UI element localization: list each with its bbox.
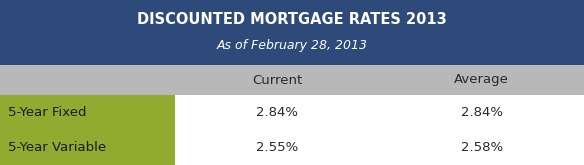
Bar [0, 130, 175, 165]
Bar [0, 0, 584, 65]
Text: 2.58%: 2.58% [461, 141, 503, 154]
Text: 5-Year Fixed: 5-Year Fixed [8, 106, 86, 119]
Text: 2.84%: 2.84% [256, 106, 298, 119]
Text: Current: Current [252, 73, 303, 86]
Text: DISCOUNTED MORTGAGE RATES 2013: DISCOUNTED MORTGAGE RATES 2013 [137, 13, 447, 28]
Text: 2.84%: 2.84% [461, 106, 503, 119]
Bar [0, 95, 175, 130]
Text: Average: Average [454, 73, 509, 86]
Bar [0, 65, 584, 95]
Text: 2.55%: 2.55% [256, 141, 298, 154]
Bar [175, 130, 584, 165]
Bar [175, 95, 584, 130]
Text: 5-Year Variable: 5-Year Variable [8, 141, 106, 154]
Text: As of February 28, 2013: As of February 28, 2013 [217, 38, 367, 51]
